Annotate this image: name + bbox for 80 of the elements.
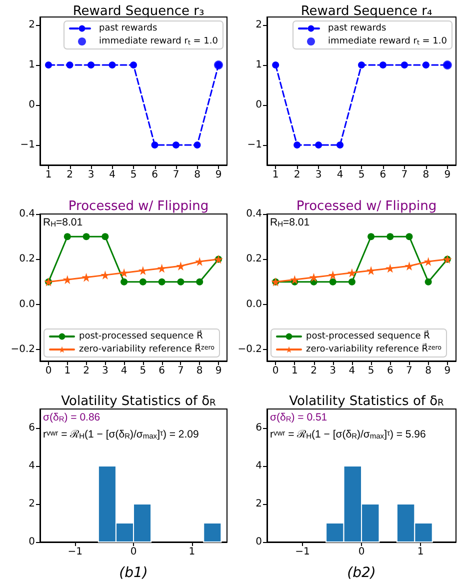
x-tick-label: 5 [130,170,137,180]
x-axis-title: (b1) [119,565,148,581]
y-tick-label: 0 [28,536,35,548]
y-tick-label: 2 [28,20,35,30]
chart-title: Reward Sequence r₃ [72,4,204,19]
y-tick-label: 0.4 [246,208,262,220]
y-tick-label: 0.0 [246,298,262,310]
x-tick-label: 6 [158,366,166,376]
x-tick-label: 3 [102,366,108,376]
y-tick-label: 0 [28,100,35,110]
chart-title: Reward Sequence r₄ [300,4,432,19]
x-tick-label: 9 [444,170,451,180]
y-tick-label: 0 [256,536,262,548]
x-tick-label: 4 [336,170,344,180]
x-tick-label: 2 [83,366,90,376]
y-tick-label: −0.2 [238,344,262,356]
x-tick-label: 4 [348,366,356,376]
y-tick-label: −1 [20,140,35,150]
y-tick-label: 1 [28,60,35,70]
y-tick-label: 4 [256,460,262,472]
x-tick-label: 1 [272,170,279,180]
x-tick-label: 7 [401,170,408,180]
x-tick-label: 3 [88,170,94,180]
x-tick-label: −1 [295,546,310,558]
y-tick-label: 2 [28,498,35,510]
x-tick-label: 3 [315,170,322,180]
x-tick-label: 9 [215,170,222,180]
y-tick-label: 2 [256,20,262,30]
x-tick-label: 7 [172,170,180,180]
x-tick-label: 0 [272,366,279,376]
x-tick-label: 8 [194,170,200,180]
x-tick-label: 8 [425,366,432,376]
x-tick-label: 1 [64,366,71,376]
x-tick-label: 1 [188,546,196,558]
y-tick-label: −0.2 [10,344,35,356]
x-axis-title: (b2) [347,565,376,581]
x-tick-label: 4 [109,170,116,180]
x-tick-label: 4 [120,366,128,376]
x-tick-label: 1 [45,170,52,180]
x-tick-label: 2 [294,170,300,180]
y-tick-label: −1 [247,140,262,150]
legend-label: post-processed sequence R⃗ [306,330,430,342]
x-tick-label: 5 [140,366,146,376]
y-tick-label: 0.2 [246,254,262,265]
chart-title: Volatility Statistics of δR [61,394,217,409]
y-tick-label: 6 [256,422,262,434]
y-tick-label: 0 [256,100,262,110]
x-tick-label: 7 [178,366,184,376]
x-tick-label: 1 [291,366,298,376]
chart-title: Volatility Statistics of δR [289,394,445,409]
y-tick-label: 4 [28,460,35,472]
x-tick-label: 9 [444,366,451,376]
x-tick-label: 8 [422,170,430,180]
y-tick-label: 2 [256,498,262,510]
x-tick-label: 3 [330,366,336,376]
legend-label: post-processed sequence R⃗ [79,330,203,342]
chart-title: Processed w/ Flipping [296,199,437,214]
x-tick-label: 6 [380,170,386,180]
legend-label: past rewards [98,24,158,34]
y-tick-label: 0.0 [19,298,35,310]
y-tick-label: 6 [28,422,35,434]
x-tick-label: 9 [215,366,222,376]
x-tick-label: 6 [386,366,394,376]
x-tick-label: 0 [130,546,137,558]
legend-label: past rewards [328,24,386,34]
x-tick-label: 0 [358,546,365,558]
y-tick-label: 1 [256,60,262,70]
x-tick-label: 2 [66,170,73,180]
x-tick-label: 5 [368,366,374,376]
x-tick-label: 1 [417,546,424,558]
x-tick-label: −1 [68,546,82,558]
x-tick-label: 8 [196,366,203,376]
x-tick-label: 6 [152,170,158,180]
x-tick-label: 7 [406,366,412,376]
y-tick-label: 0.2 [19,254,35,265]
y-tick-label: 0.4 [19,208,35,220]
x-tick-label: 2 [310,366,317,376]
x-tick-label: 5 [358,170,365,180]
x-tick-label: 0 [45,366,52,376]
chart-title: Processed w/ Flipping [68,199,209,214]
